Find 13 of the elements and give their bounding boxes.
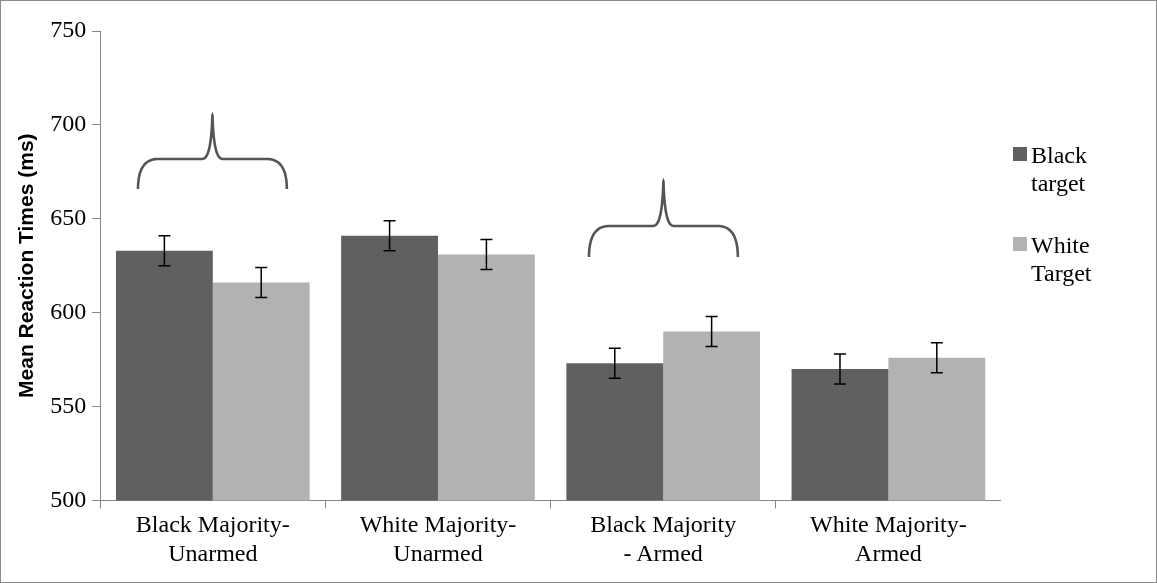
y-tick-label: 650: [50, 204, 87, 231]
y-tick-label: 700: [50, 110, 87, 137]
x-tick-label: White Majority-Armed: [810, 511, 967, 566]
y-axis-title: Mean Reaction Times (ms): [14, 133, 38, 398]
x-tick-label: Black Majority-Unarmed: [135, 511, 290, 566]
y-tick-label: 600: [50, 297, 87, 324]
legend-label: White Target: [1031, 231, 1093, 287]
y-tick-label: 500: [50, 485, 87, 512]
y-tick-label: 750: [50, 16, 87, 43]
x-tick-label: White Majority-Unarmed: [359, 511, 517, 566]
x-tick-label: Black Majority - Armed: [590, 511, 737, 566]
y-tick-label: 550: [50, 391, 87, 418]
legend-label: Black target: [1031, 141, 1088, 197]
